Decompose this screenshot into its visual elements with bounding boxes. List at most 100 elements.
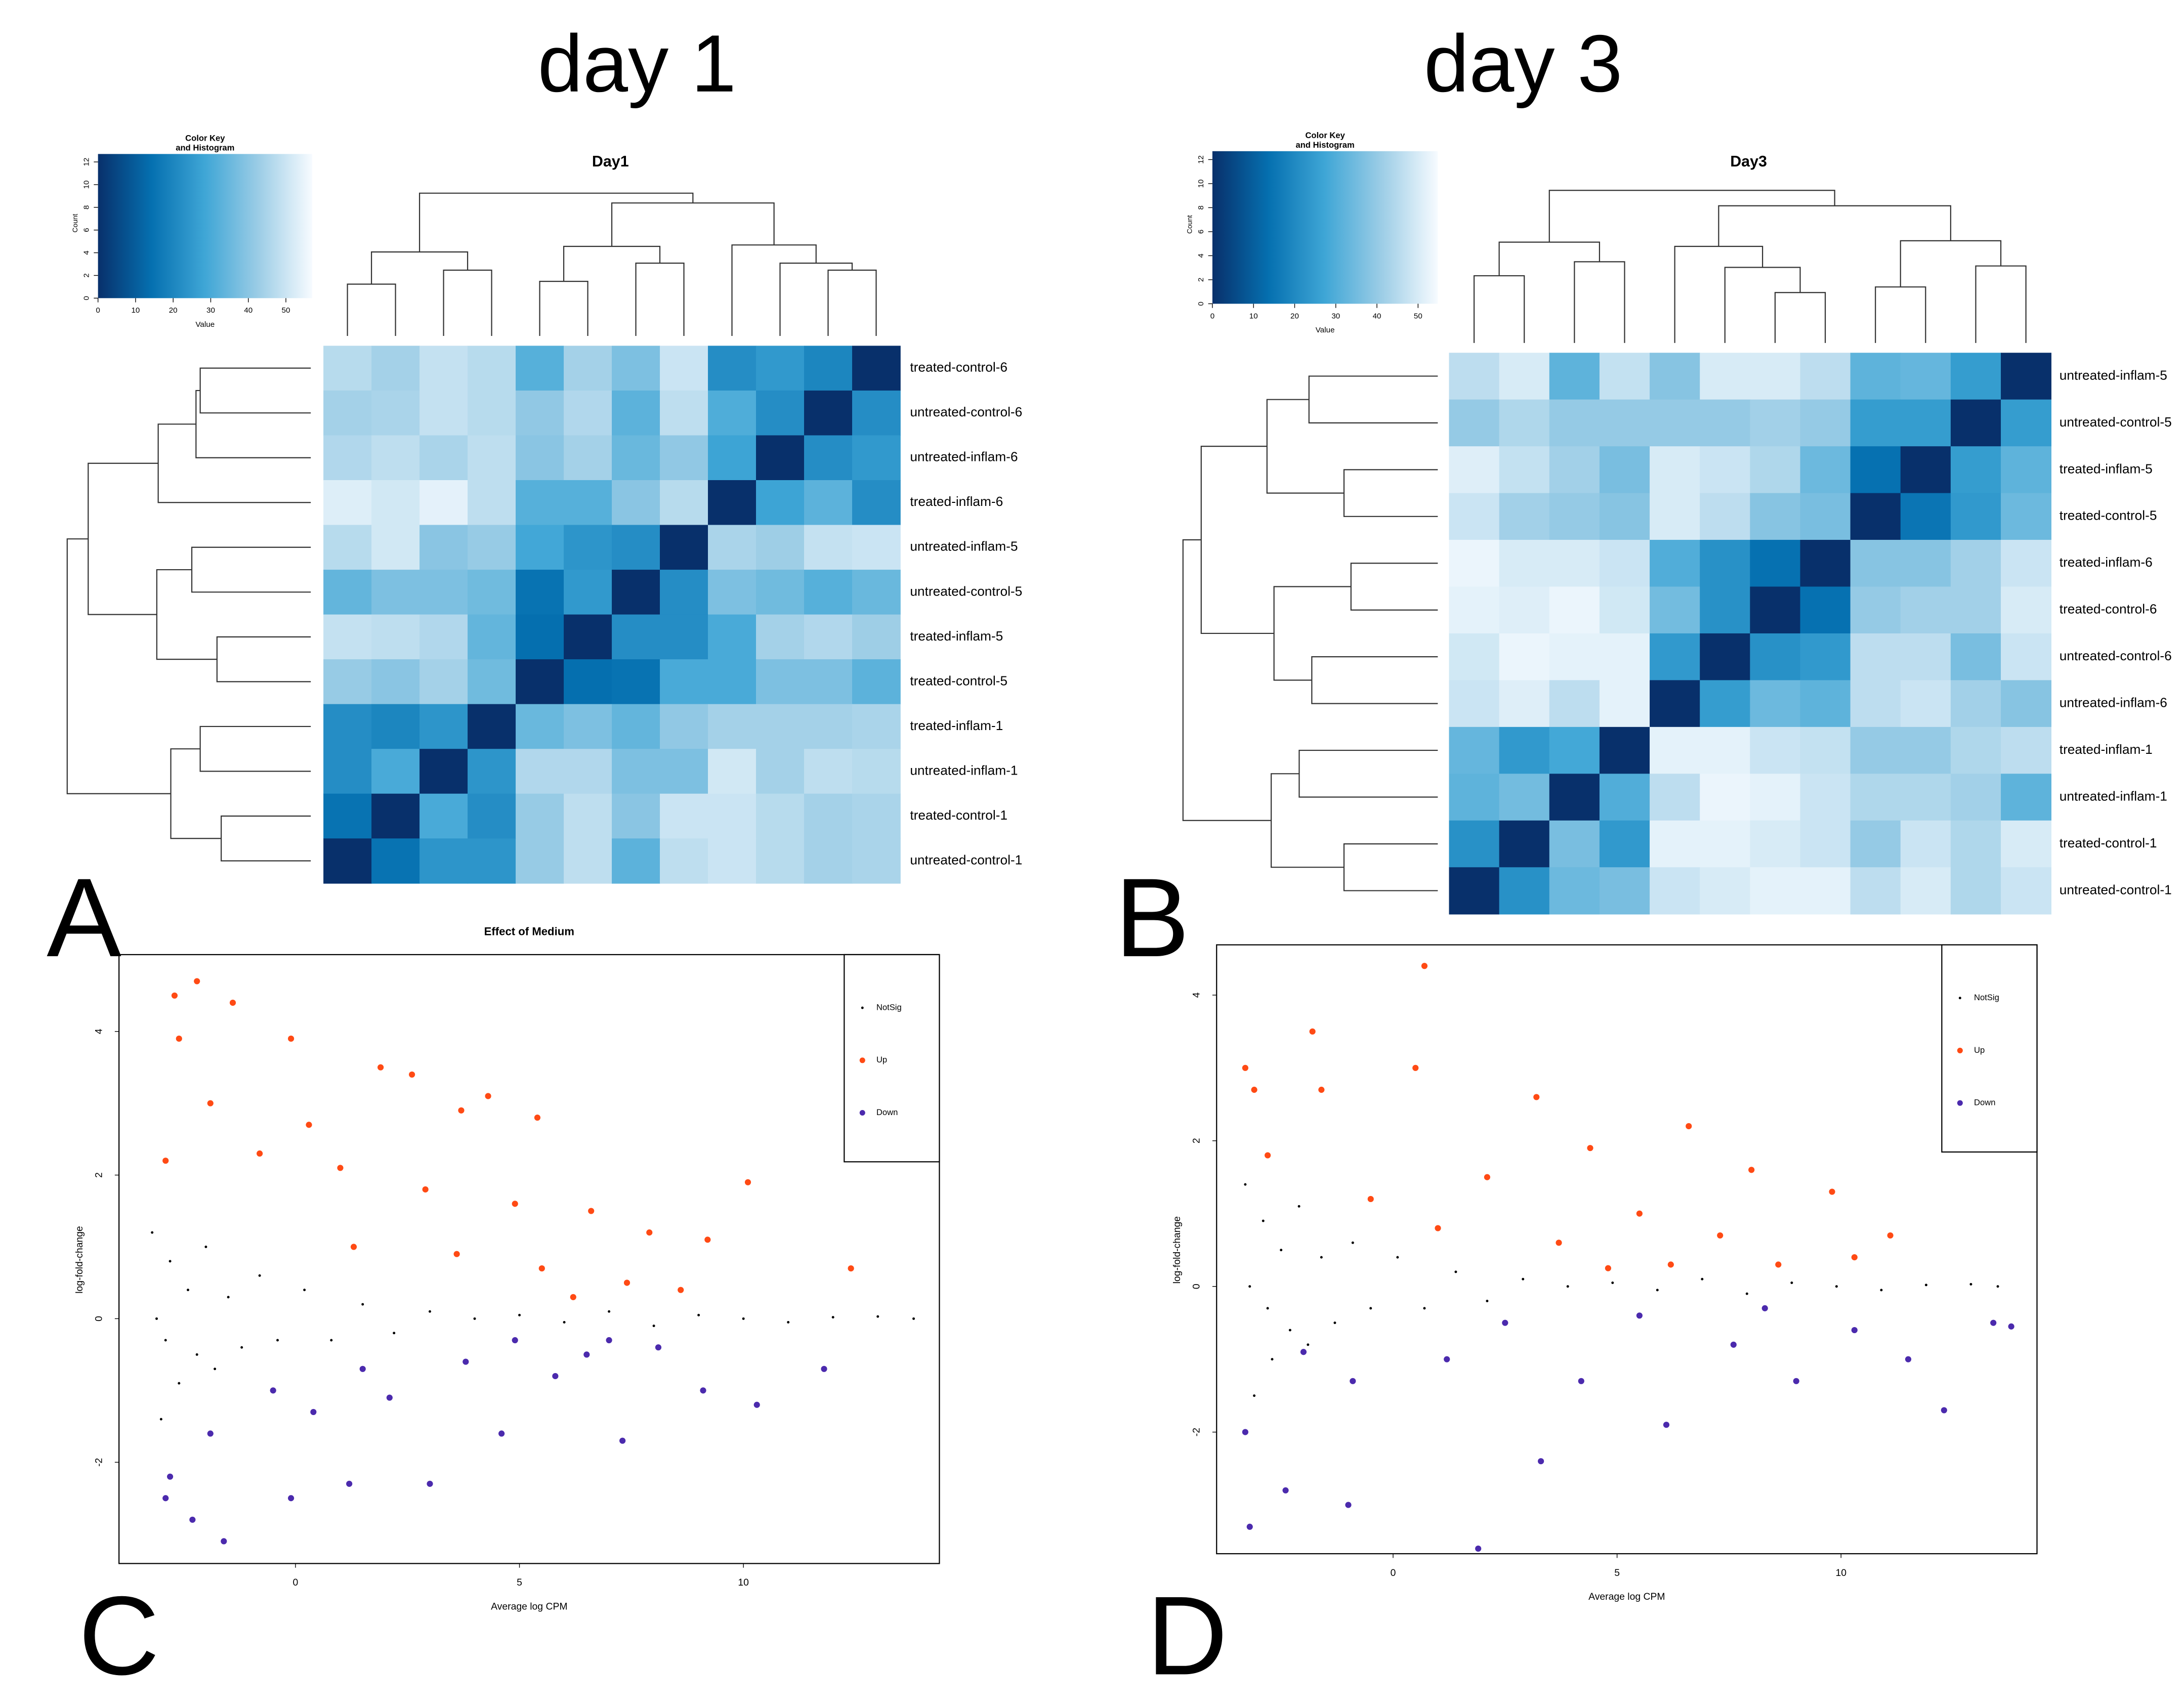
- heatmap-cell: [323, 435, 372, 481]
- heatmap-cell: [1750, 446, 1801, 494]
- heatmap-cell: [660, 749, 708, 794]
- heatmap-cell: [1599, 774, 1650, 821]
- color-key-xlabel: Value: [195, 320, 215, 329]
- point: [1345, 1502, 1352, 1508]
- panel-heading: day 1: [538, 19, 737, 109]
- heatmap-cell: [516, 704, 564, 750]
- heatmap-cell: [852, 749, 901, 794]
- x-tick-label: 0: [293, 1577, 299, 1588]
- point: [1663, 1422, 1670, 1428]
- y-tick-label: 4: [82, 250, 91, 255]
- row-dendrogram: [1182, 375, 1438, 891]
- color-key-ylabel: Count: [71, 214, 79, 233]
- heatmap-cell: [371, 793, 420, 839]
- heatmap-cell: [1499, 867, 1550, 915]
- point: [1421, 963, 1428, 969]
- heatmap-cell: [804, 793, 853, 839]
- heatmap-cell: [516, 570, 564, 615]
- color-key-ylabel: Count: [1185, 215, 1193, 234]
- point: [429, 1310, 431, 1313]
- point: [346, 1480, 353, 1487]
- x-tick-label: 0: [1391, 1567, 1396, 1578]
- heatmap-cell: [1750, 353, 1801, 400]
- y-axis-label: log-fold-change: [74, 1226, 85, 1293]
- heatmap-cell: [419, 838, 468, 884]
- row-label: treated-control-1: [910, 807, 1007, 823]
- heatmap-cell: [1800, 820, 1851, 868]
- point: [1423, 1307, 1426, 1310]
- point: [1556, 1240, 1562, 1246]
- point: [1246, 1523, 1253, 1530]
- heatmap-cell: [1549, 820, 1600, 868]
- heatmap-cell: [1449, 399, 1500, 447]
- legend-symbol: [859, 1057, 865, 1063]
- point: [473, 1317, 476, 1320]
- heatmap-cell: [852, 793, 901, 839]
- point: [453, 1251, 460, 1257]
- heatmap-cell: [2001, 353, 2051, 400]
- point: [1486, 1299, 1489, 1302]
- heatmap-cell: [1449, 680, 1500, 728]
- point: [563, 1321, 566, 1324]
- heatmap-cell: [708, 480, 757, 526]
- point: [704, 1236, 711, 1243]
- heatmap-cell: [468, 838, 516, 884]
- point: [787, 1321, 790, 1324]
- heatmap-cell: [708, 793, 757, 839]
- heatmap-cell: [1650, 633, 1701, 681]
- heatmap-cell: [323, 390, 372, 436]
- point: [176, 1035, 182, 1042]
- heatmap-cell: [1650, 353, 1701, 400]
- point: [606, 1337, 612, 1344]
- heatmap-cell: [419, 390, 468, 436]
- heatmap-cell: [1449, 774, 1500, 821]
- point: [700, 1387, 706, 1394]
- heatmap-cell: [804, 435, 853, 481]
- legend-label: Down: [1974, 1098, 1995, 1107]
- heatmap-cell: [1650, 680, 1701, 728]
- point: [1242, 1429, 1248, 1435]
- point: [498, 1430, 505, 1437]
- y-tick-label: 0: [82, 296, 91, 300]
- color-key-title: and Histogram: [1296, 140, 1355, 150]
- color-key-title: Color Key: [185, 133, 225, 143]
- heatmap-cell: [1449, 446, 1500, 494]
- point: [1396, 1256, 1399, 1259]
- heatmap-cell: [1750, 399, 1801, 447]
- heatmap-cell: [1700, 586, 1751, 634]
- heatmap-cell: [1850, 727, 1901, 775]
- heatmap-cell: [708, 525, 757, 570]
- heatmap-cell: [1549, 774, 1600, 821]
- heatmap-cell: [660, 570, 708, 615]
- heatmap-cell: [756, 435, 805, 481]
- heatmap-cell: [1700, 540, 1751, 587]
- heatmap-cell: [1599, 446, 1650, 494]
- point: [1745, 1292, 1748, 1295]
- point: [1533, 1094, 1540, 1100]
- heatmap-cell: [1950, 727, 2001, 775]
- heatmap-cell: [1650, 727, 1701, 775]
- x-tick-label: 5: [1614, 1567, 1620, 1578]
- heatmap-cell: [1900, 586, 1951, 634]
- point: [337, 1165, 344, 1171]
- heatmap-cell: [1850, 399, 1901, 447]
- point: [1350, 1378, 1356, 1384]
- heatmap-cell: [756, 346, 805, 391]
- point: [151, 1231, 154, 1234]
- point: [1333, 1321, 1336, 1325]
- point: [1851, 1254, 1858, 1261]
- point: [1717, 1232, 1724, 1239]
- heatmap-cell: [708, 704, 757, 750]
- point: [588, 1208, 595, 1214]
- point: [422, 1186, 429, 1193]
- point: [1369, 1307, 1372, 1310]
- heatmap-cell: [1650, 867, 1701, 915]
- heatmap-cell: [756, 793, 805, 839]
- heatmap-cell: [852, 346, 901, 391]
- y-tick-label: 0: [94, 1316, 105, 1321]
- point: [1996, 1285, 1999, 1288]
- point: [2008, 1323, 2014, 1330]
- row-label: treated-control-5: [2060, 508, 2157, 523]
- heatmap-cell: [612, 435, 660, 481]
